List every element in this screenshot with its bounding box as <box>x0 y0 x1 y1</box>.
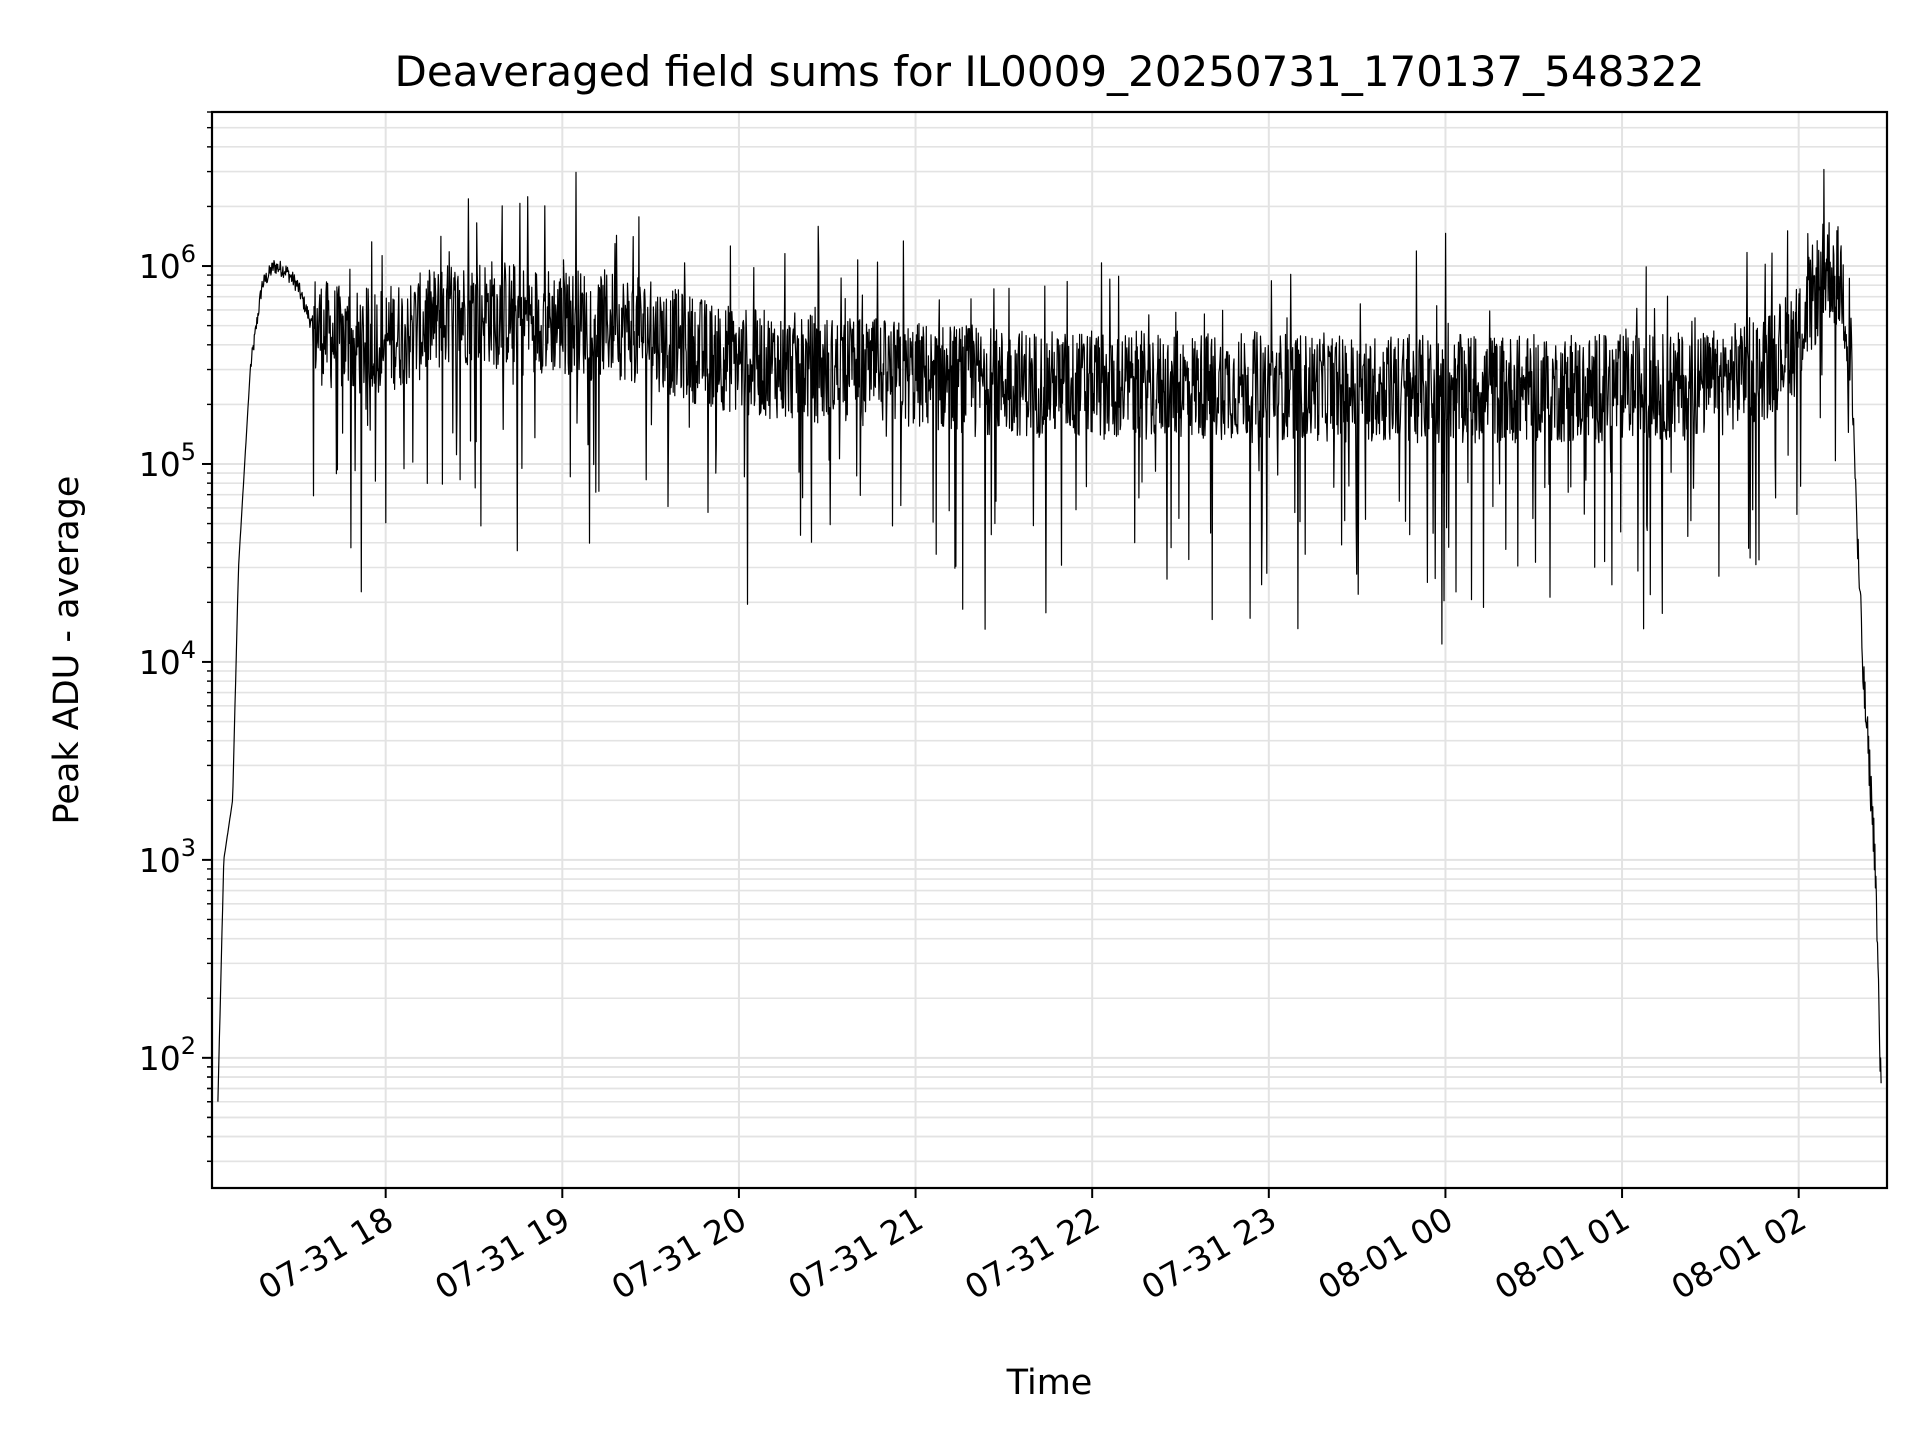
x-tick-label: 07-31 18 <box>252 1199 400 1307</box>
x-tick-label: 07-31 23 <box>1135 1199 1283 1307</box>
x-tick-label: 07-31 22 <box>958 1199 1106 1307</box>
y-axis-label: Peak ADU - average <box>47 476 87 825</box>
series-layer <box>217 168 1882 1102</box>
series-line <box>217 168 1882 1102</box>
x-tick-label: 07-31 21 <box>782 1199 930 1307</box>
x-tick-label: 08-01 02 <box>1665 1199 1813 1307</box>
plot-area-frame <box>210 110 1889 1190</box>
x-tick-label: 07-31 20 <box>605 1199 753 1307</box>
x-tick-label: 08-01 01 <box>1488 1199 1636 1307</box>
chart-title: Deaveraged field sums for IL0009_2025073… <box>395 47 1705 96</box>
x-tick-label: 08-01 00 <box>1311 1199 1459 1307</box>
x-tick-label: 07-31 19 <box>428 1199 576 1307</box>
x-axis-label: Time <box>1006 1363 1093 1403</box>
y-tick-label: 103 <box>139 834 196 880</box>
ticks: 102 103 104 105 106 07-31 18 07-31 19 07-31 20 0… <box>139 111 1813 1307</box>
y-tick-label: 104 <box>139 636 196 682</box>
y-tick-label: 106 <box>139 240 196 286</box>
y-tick-label: 102 <box>139 1032 196 1078</box>
grid <box>212 111 1887 1188</box>
y-tick-label: 105 <box>139 438 196 484</box>
